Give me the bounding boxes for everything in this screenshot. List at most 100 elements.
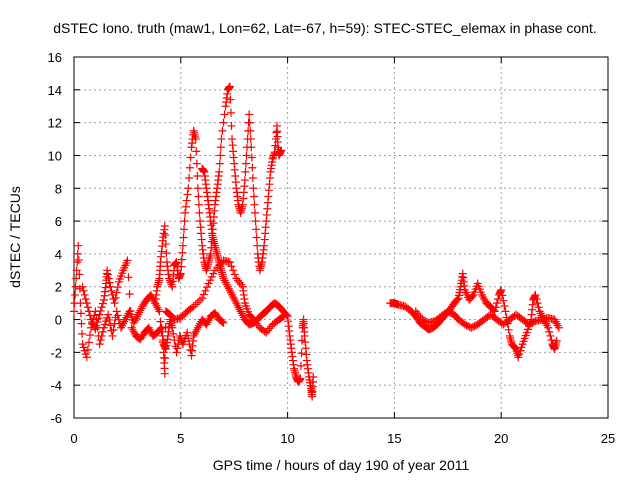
data-point-marker xyxy=(553,321,562,330)
y-tick-label: 12 xyxy=(48,116,62,131)
data-point-marker xyxy=(136,306,145,315)
data-point-marker xyxy=(181,208,190,217)
y-tick-label: -4 xyxy=(50,378,62,393)
data-point-marker xyxy=(227,121,236,130)
data-point-marker xyxy=(193,171,202,180)
data-point-marker xyxy=(217,135,226,144)
data-point-marker xyxy=(179,233,188,242)
data-point-marker xyxy=(94,314,103,323)
data-point-marker xyxy=(76,309,85,318)
data-point-marker xyxy=(218,318,227,327)
y-tick-label: -6 xyxy=(50,411,62,426)
data-point-marker xyxy=(107,286,116,295)
data-point-marker xyxy=(190,329,199,338)
data-point-marker xyxy=(411,307,420,316)
data-point-marker xyxy=(552,319,561,328)
data-point-marker xyxy=(186,345,195,354)
data-point-marker xyxy=(193,323,202,332)
data-point-marker xyxy=(185,163,194,172)
data-point-marker xyxy=(242,151,251,160)
data-point-marker xyxy=(168,323,177,332)
data-point-marker xyxy=(97,303,106,312)
data-point-marker xyxy=(265,324,274,333)
data-point-marker xyxy=(545,327,554,336)
data-point-marker xyxy=(112,288,121,297)
data-point-marker xyxy=(517,343,526,352)
y-tick-label: 2 xyxy=(55,280,62,295)
data-point-marker xyxy=(546,331,555,340)
data-point-marker xyxy=(182,196,191,205)
data-point-marker xyxy=(204,316,213,325)
data-point-marker xyxy=(111,293,120,302)
data-point-marker xyxy=(245,118,254,127)
data-point-marker xyxy=(296,361,305,370)
data-point-marker xyxy=(296,374,305,383)
data-point-marker xyxy=(109,325,118,334)
data-point-marker xyxy=(133,312,142,321)
data-point-marker xyxy=(185,174,194,183)
data-point-marker xyxy=(126,306,135,315)
data-point-marker xyxy=(81,295,90,304)
data-point-marker xyxy=(225,286,234,295)
data-point-marker xyxy=(180,217,189,226)
y-tick-label: 6 xyxy=(55,214,62,229)
y-tick-label: -2 xyxy=(50,345,62,360)
data-point-marker xyxy=(194,321,203,330)
data-point-marker xyxy=(74,241,83,250)
data-point-marker xyxy=(202,320,211,329)
data-point-marker xyxy=(224,284,233,293)
data-point-marker xyxy=(108,331,117,340)
data-point-marker xyxy=(544,323,553,332)
data-point-marker xyxy=(82,299,91,308)
data-point-marker xyxy=(156,317,165,326)
data-point-marker xyxy=(230,295,239,304)
data-point-marker xyxy=(226,108,235,117)
data-point-marker xyxy=(230,270,239,279)
data-point-marker xyxy=(153,303,162,312)
data-point-marker xyxy=(480,295,489,304)
data-point-marker xyxy=(172,348,181,357)
data-point-marker xyxy=(97,331,106,340)
data-point-marker xyxy=(215,167,224,176)
data-point-marker xyxy=(79,343,88,352)
data-point-marker xyxy=(551,317,560,326)
data-point-marker xyxy=(491,303,500,312)
data-point-marker xyxy=(154,305,163,314)
data-point-marker xyxy=(106,282,115,291)
data-point-marker xyxy=(192,147,201,156)
data-point-marker xyxy=(84,307,93,316)
data-point-marker xyxy=(247,143,256,152)
data-point-marker xyxy=(219,274,228,283)
data-point-marker xyxy=(96,306,105,315)
data-point-marker xyxy=(73,258,82,267)
data-point-marker xyxy=(234,303,243,312)
data-point-marker xyxy=(531,290,540,299)
data-point-marker xyxy=(192,325,201,334)
data-point-marker xyxy=(104,310,113,319)
data-point-marker xyxy=(241,159,250,168)
data-point-marker xyxy=(72,266,81,275)
data-point-marker xyxy=(144,323,153,332)
data-point-marker xyxy=(194,200,203,209)
data-point-marker xyxy=(251,217,260,226)
data-point-marker xyxy=(82,353,91,362)
data-point-marker xyxy=(195,208,204,217)
data-point-marker xyxy=(220,110,229,119)
data-point-marker xyxy=(498,291,507,300)
data-point-marker xyxy=(245,110,254,119)
data-point-marker xyxy=(180,225,189,234)
data-point-marker xyxy=(249,192,258,201)
data-point-marker xyxy=(309,372,318,381)
data-point-marker xyxy=(201,286,210,295)
data-point-marker xyxy=(84,338,93,347)
data-point-marker xyxy=(550,315,559,324)
chart-title: dSTEC Iono. truth (maw1, Lon=62, Lat=-67… xyxy=(53,20,597,36)
data-point-marker xyxy=(194,192,203,201)
data-point-marker xyxy=(414,311,423,320)
data-point-marker xyxy=(534,303,543,312)
data-point-marker xyxy=(103,266,112,275)
data-point-marker xyxy=(229,266,238,275)
data-point-marker xyxy=(493,295,502,304)
y-tick-label: 14 xyxy=(48,83,62,98)
data-point-marker xyxy=(297,349,306,358)
